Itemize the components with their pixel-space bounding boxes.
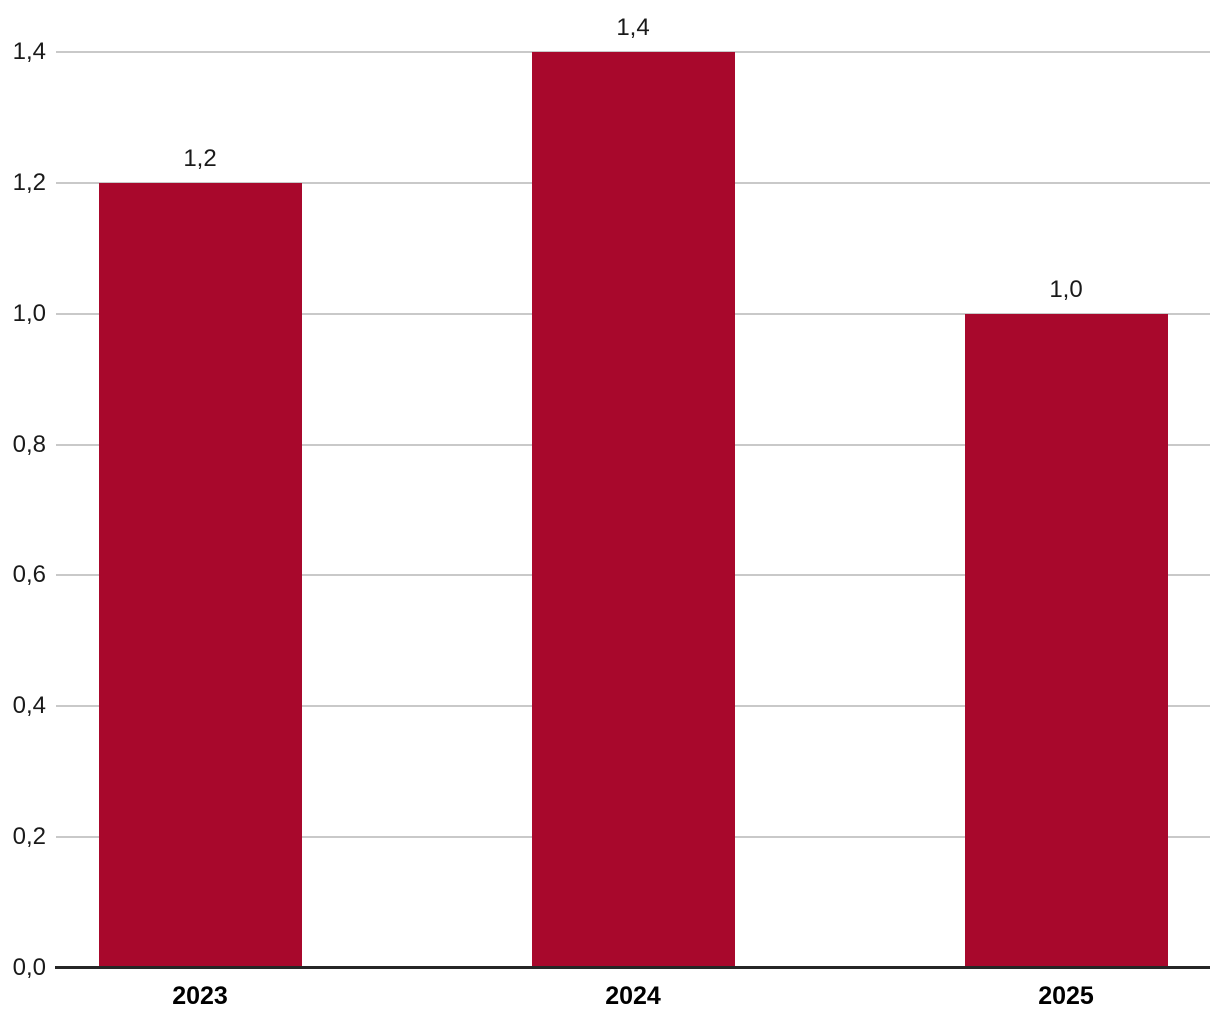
x-category-label: 2025	[1038, 982, 1094, 1010]
bar-2025	[964, 313, 1168, 968]
bar-value-label: 1,0	[1049, 275, 1083, 303]
y-tick-label: 0,4	[12, 692, 46, 720]
y-tick-label: 0,2	[12, 823, 46, 851]
y-tick-label: 1,0	[12, 299, 46, 327]
x-category-label: 2023	[172, 982, 228, 1010]
x-axis-line	[55, 966, 1210, 969]
y-tick-label: 0,6	[12, 561, 46, 589]
bar-2024	[531, 52, 735, 968]
y-tick-label: 0,8	[12, 430, 46, 458]
bar-value-label: 1,2	[183, 144, 217, 172]
y-tick-label: 1,4	[12, 38, 46, 65]
y-tick-label: 1,2	[12, 168, 46, 196]
bar-2023	[98, 182, 302, 968]
bar-value-label: 1,4	[616, 14, 650, 41]
y-tick-label: 0,0	[12, 954, 46, 981]
x-category-label: 2024	[605, 982, 661, 1010]
